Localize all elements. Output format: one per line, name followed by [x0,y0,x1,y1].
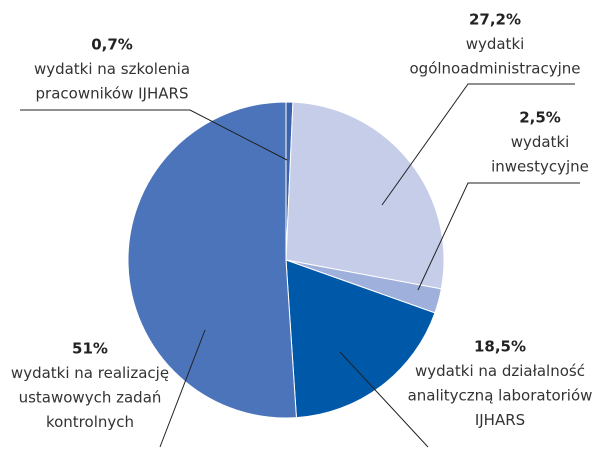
value-label: 51% [72,340,108,358]
leader-line [339,351,429,448]
value-label: 0,7% [91,36,133,54]
category-label: pracowników IJHARS [36,85,189,103]
category-label: wydatki na realizację [11,364,169,382]
leader-line [381,83,575,206]
category-label: ustawowych zadań [19,389,162,407]
category-label: wydatki na szkolenia [34,60,190,78]
category-label: inwestycyjne [491,158,589,176]
category-label: wydatki [511,133,570,151]
pie-slice [285,259,436,419]
value-label: 2,5% [519,109,561,127]
category-label: ogólnoadministracyjne [410,60,581,78]
value-label: 27,2% [469,11,521,29]
leader-line [417,182,580,291]
category-label: wydatki na działalność [415,362,585,380]
pie [127,101,445,419]
pie-slice [127,101,297,419]
value-label: 18,5% [474,338,526,356]
category-label: kontrolnych [46,413,134,431]
category-label: analityczną laboratoriów [408,387,592,405]
category-label: wydatki [466,35,525,53]
pie-slice [285,101,445,290]
leader-line [159,329,206,448]
category-label: IJHARS [475,411,525,429]
leader-line [20,109,288,161]
leaders [20,83,580,448]
